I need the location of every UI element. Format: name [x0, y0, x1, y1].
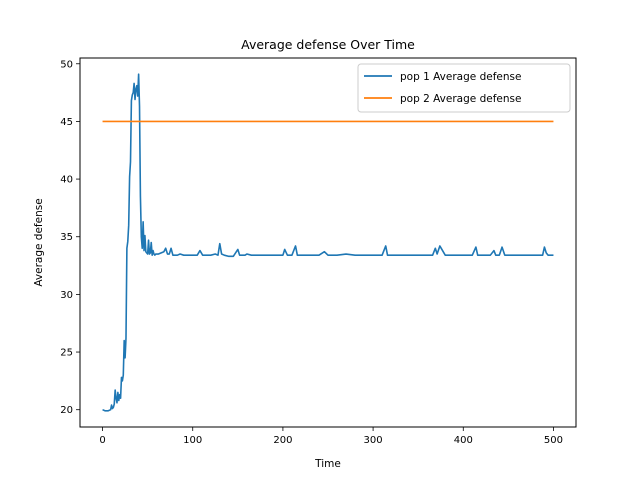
chart-title: Average defense Over Time: [241, 37, 415, 52]
x-tick-label: 200: [273, 435, 292, 446]
x-tick-label: 500: [544, 435, 563, 446]
legend: pop 1 Average defense pop 2 Average defen…: [357, 63, 571, 113]
y-tick-label: 50: [60, 59, 73, 70]
axes-frame: [79, 57, 577, 428]
y-tick-label: 30: [60, 290, 73, 301]
series-layer: [102, 73, 554, 412]
x-tick-label: 100: [183, 435, 202, 446]
x-tick-label: 0: [99, 435, 105, 446]
y-axis-label: Average defense: [33, 198, 45, 286]
x-tick-label: 300: [364, 435, 383, 446]
x-axis-label: Time: [314, 458, 341, 470]
x-tick-label: 400: [454, 435, 473, 446]
y-tick-label: 40: [60, 175, 73, 186]
legend-box: [357, 63, 571, 113]
series-line-1: [102, 73, 554, 412]
y-tick-label: 45: [60, 117, 73, 128]
y-tick-label: 25: [60, 348, 73, 359]
y-tick-label: 35: [60, 232, 73, 243]
plot-area: [79, 57, 577, 428]
y-tick-label: 20: [60, 405, 73, 416]
x-axis: 0 100 200 300 400 500: [99, 427, 563, 446]
legend-label-1: pop 1 Average defense: [400, 71, 521, 83]
y-axis: 20 25 30 35 40 45 50: [60, 59, 80, 416]
legend-label-2: pop 2 Average defense: [400, 93, 521, 105]
